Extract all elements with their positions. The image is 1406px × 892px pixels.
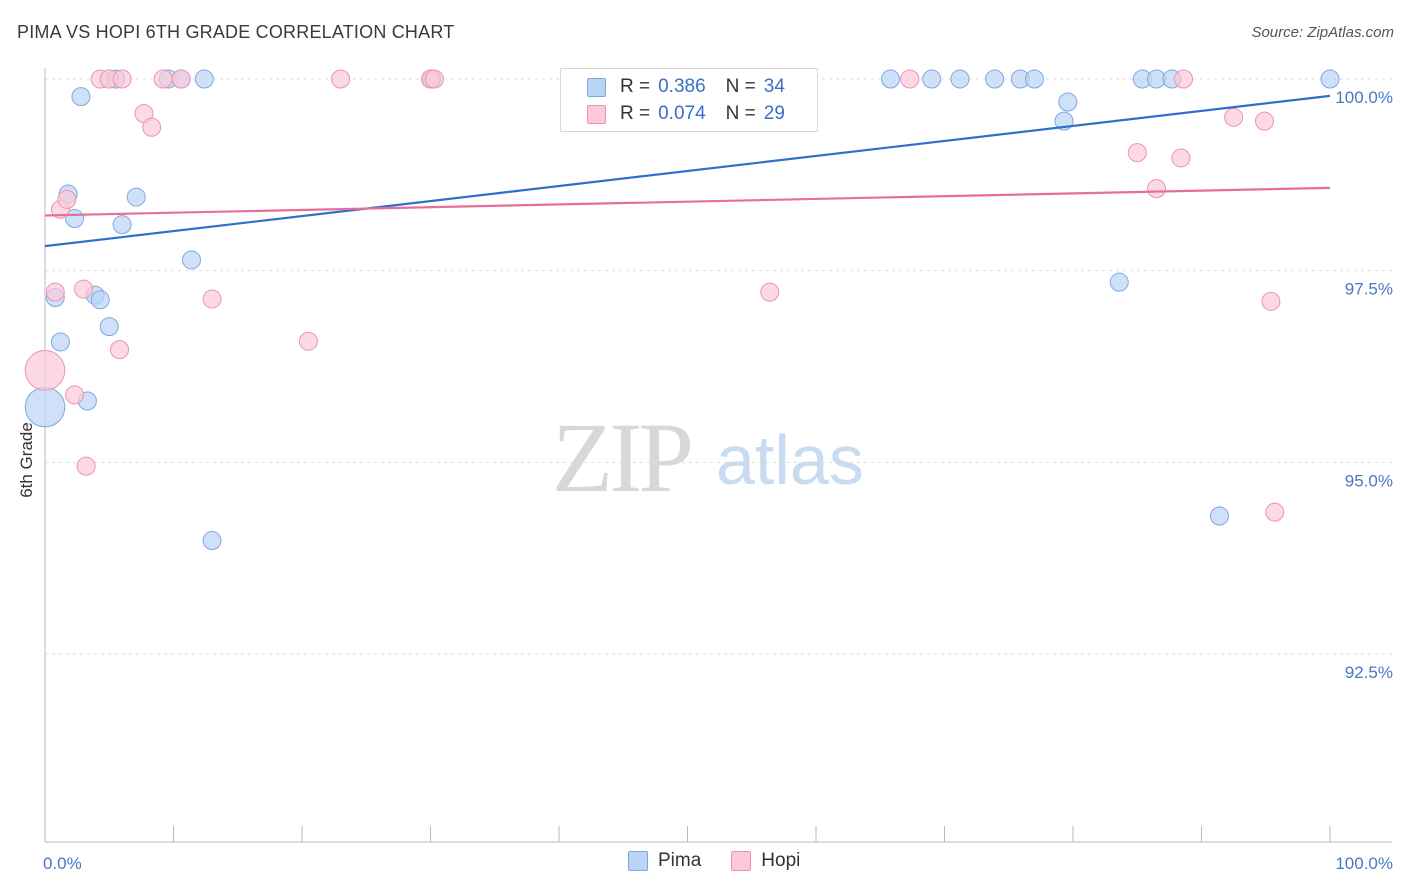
point-hopi — [202, 289, 222, 309]
legend-n-label: N = — [725, 103, 756, 124]
point-hopi — [65, 385, 85, 405]
point-pima — [1024, 69, 1044, 89]
point-pima — [181, 250, 201, 270]
stats-legend: R = 0.386 N = 34 R = 0.074 N = 29 — [560, 68, 818, 132]
series-swatch-pima — [628, 851, 648, 871]
point-hopi — [1254, 111, 1274, 131]
point-pima — [126, 187, 146, 207]
point-pima — [24, 386, 66, 428]
trend-line-pima — [44, 94, 1331, 248]
y-tick-label: 97.5% — [1345, 280, 1393, 299]
point-hopi — [1127, 143, 1147, 163]
point-hopi — [1224, 107, 1244, 127]
source-credit: Source: ZipAtlas.com — [1251, 24, 1394, 41]
point-pima — [1058, 92, 1078, 112]
point-hopi — [24, 350, 66, 391]
point-pima — [985, 69, 1005, 89]
legend-n-value-pima: 34 — [763, 76, 785, 97]
point-pima — [1320, 69, 1340, 89]
legend-r-value-hopi: 0.074 — [658, 103, 706, 124]
y-axis-label: 6th Grade — [17, 422, 36, 498]
legend-n-label: N = — [725, 76, 756, 97]
y-tick-label: 92.5% — [1345, 663, 1393, 682]
x-tick-label: 100.0% — [1335, 854, 1393, 873]
point-pima — [71, 87, 91, 107]
point-hopi — [142, 117, 162, 137]
point-pima — [194, 69, 214, 89]
point-hopi — [171, 69, 191, 89]
series-legend-pima[interactable]: Pima — [628, 850, 701, 872]
point-hopi — [1265, 502, 1285, 522]
legend-swatch-pima — [587, 77, 606, 97]
y-tick-label: 95.0% — [1345, 471, 1393, 490]
watermark-atlas: atlas — [716, 421, 864, 499]
point-pima — [881, 69, 901, 89]
point-hopi — [45, 282, 65, 302]
watermark-zip: ZIP — [552, 402, 694, 513]
legend-r-value-pima: 0.386 — [658, 76, 706, 97]
legend-row-pima: R = 0.386 N = 34 — [587, 74, 785, 100]
point-pima — [112, 215, 132, 235]
point-hopi — [760, 282, 780, 302]
point-hopi — [76, 456, 96, 476]
series-legend: Pima Hopi — [628, 850, 830, 872]
point-hopi — [112, 69, 132, 89]
point-pima — [99, 317, 119, 337]
point-hopi — [1261, 291, 1281, 311]
legend-row-hopi: R = 0.074 N = 29 — [587, 101, 785, 127]
series-swatch-hopi — [731, 851, 752, 871]
point-pima — [90, 290, 110, 310]
point-hopi — [900, 69, 920, 89]
series-label-pima: Pima — [658, 850, 702, 871]
point-hopi — [298, 331, 318, 351]
point-pima — [50, 332, 70, 352]
trend-line-hopi — [44, 186, 1331, 217]
legend-swatch-hopi — [587, 104, 606, 124]
point-pima — [202, 531, 222, 551]
point-hopi — [424, 69, 444, 89]
point-hopi — [1174, 69, 1194, 89]
point-hopi — [110, 340, 130, 360]
point-pima — [1209, 506, 1229, 526]
series-label-hopi: Hopi — [761, 850, 801, 871]
point-hopi — [1171, 148, 1191, 168]
y-tick-label: 100.0% — [1335, 88, 1393, 107]
point-hopi — [1147, 179, 1167, 199]
point-pima — [922, 69, 942, 89]
point-hopi — [153, 69, 173, 89]
legend-r-label: R = — [620, 76, 651, 97]
legend-r-label: R = — [620, 103, 651, 124]
point-hopi — [57, 189, 77, 209]
x-tick-label: 0.0% — [43, 854, 82, 873]
point-pima — [950, 69, 970, 89]
point-pima — [1109, 272, 1129, 292]
point-hopi — [331, 69, 351, 89]
series-legend-hopi[interactable]: Hopi — [731, 850, 800, 872]
point-hopi — [74, 279, 94, 299]
legend-n-value-hopi: 29 — [763, 103, 785, 124]
chart-title: PIMA VS HOPI 6TH GRADE CORRELATION CHART — [17, 22, 455, 42]
